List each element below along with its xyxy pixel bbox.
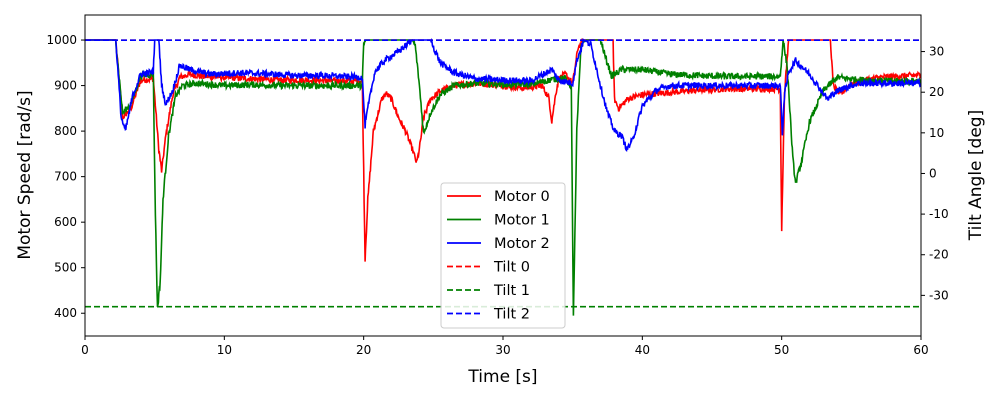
left-y-tick-label: 1000 bbox=[46, 33, 77, 47]
x-tick-label: 30 bbox=[495, 343, 510, 357]
x-axis-label: Time [s] bbox=[467, 367, 537, 387]
left-y-axis-label: Motor Speed [rad/s] bbox=[15, 90, 35, 259]
right-y-tick-label: -30 bbox=[929, 288, 949, 302]
right-y-tick-label: 10 bbox=[929, 126, 944, 140]
x-tick-label: 60 bbox=[913, 343, 928, 357]
x-tick-label: 10 bbox=[217, 343, 232, 357]
x-tick-label: 40 bbox=[635, 343, 650, 357]
right-y-axis-ticks: -30 -20 -10 0 10 20 30 bbox=[921, 45, 949, 302]
series-line-motor-1 bbox=[85, 39, 921, 316]
legend-label: Tilt 2 bbox=[493, 307, 530, 323]
right-y-axis-label: Tilt Angle [deg] bbox=[966, 110, 986, 241]
right-y-tick-label: 0 bbox=[929, 166, 937, 180]
legend-label: Motor 1 bbox=[494, 213, 550, 229]
legend: Motor 0 Motor 1 Motor 2 Tilt 0 Tilt 1 Tilt 2 bbox=[440, 182, 566, 329]
x-tick-label: 0 bbox=[81, 343, 89, 357]
right-y-tick-label: -10 bbox=[929, 207, 949, 221]
legend-label: Motor 2 bbox=[494, 236, 550, 252]
right-y-tick-label: 20 bbox=[929, 85, 944, 99]
left-y-tick-label: 600 bbox=[54, 215, 77, 229]
series-line-motor-2 bbox=[85, 38, 921, 153]
right-y-tick-label: 30 bbox=[929, 45, 944, 59]
legend-label: Tilt 0 bbox=[493, 260, 530, 276]
legend-label: Motor 0 bbox=[494, 189, 550, 205]
left-y-tick-label: 900 bbox=[54, 79, 77, 93]
right-y-tick-label: -20 bbox=[929, 248, 949, 262]
left-y-tick-label: 800 bbox=[54, 124, 77, 138]
left-y-tick-label: 400 bbox=[54, 306, 77, 320]
left-y-tick-label: 700 bbox=[54, 170, 77, 184]
x-tick-label: 20 bbox=[356, 343, 371, 357]
x-axis-ticks: 0 10 20 30 40 50 60 bbox=[81, 336, 929, 357]
legend-label: Tilt 1 bbox=[493, 283, 530, 299]
left-y-tick-label: 500 bbox=[54, 261, 77, 275]
x-tick-label: 50 bbox=[774, 343, 789, 357]
left-y-axis-ticks: 400 500 600 700 800 900 1000 bbox=[46, 33, 85, 320]
